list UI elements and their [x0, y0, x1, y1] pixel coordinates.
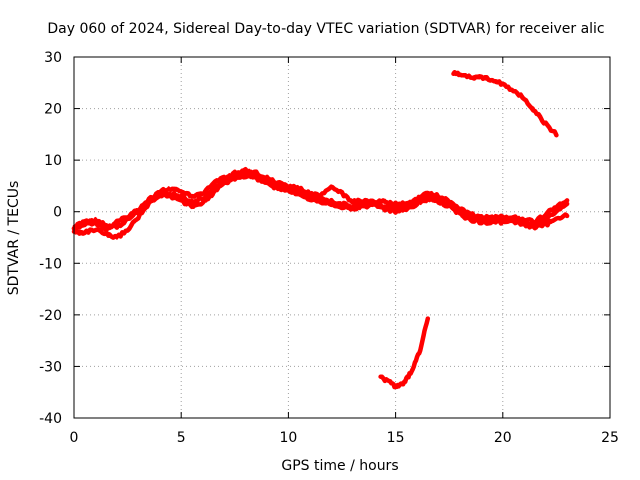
plot-frame	[73, 56, 611, 419]
x-axis-label: GPS time / hours	[281, 458, 398, 474]
x-tick-label: 10	[279, 430, 297, 446]
series-line-lower-dip	[378, 316, 431, 390]
y-tick-label: 30	[44, 50, 62, 66]
y-tick-label: -20	[39, 308, 62, 324]
series-line-upper-arc	[451, 69, 559, 138]
series-group	[71, 69, 570, 390]
grid-lines	[74, 57, 610, 418]
x-tick-label: 15	[387, 430, 405, 446]
y-axis-label: SDTVAR / TECUs	[6, 181, 22, 296]
x-tick-label: 20	[494, 430, 512, 446]
y-tick-label: 10	[44, 153, 62, 169]
chart-title: Day 060 of 2024, Sidereal Day-to-day VTE…	[47, 21, 604, 37]
y-tick-label: -40	[39, 411, 62, 427]
series-line-main-band-c	[72, 168, 569, 229]
x-tick-label: 25	[601, 430, 619, 446]
x-tick-label: 5	[177, 430, 186, 446]
y-tick-label: -10	[39, 256, 62, 272]
y-tick-label: 20	[44, 102, 62, 118]
axis-ticks: 0 5 10 15 20 25 -40 -30 -20 -10 0 10 20 30	[39, 50, 619, 446]
series-line-lower-dip	[379, 317, 430, 389]
series-line-main-band-b	[72, 173, 569, 240]
y-tick-label: -30	[39, 359, 62, 375]
y-tick-label: 0	[53, 205, 62, 221]
x-tick-label: 0	[70, 430, 79, 446]
series-line-upper-arc	[452, 71, 558, 135]
